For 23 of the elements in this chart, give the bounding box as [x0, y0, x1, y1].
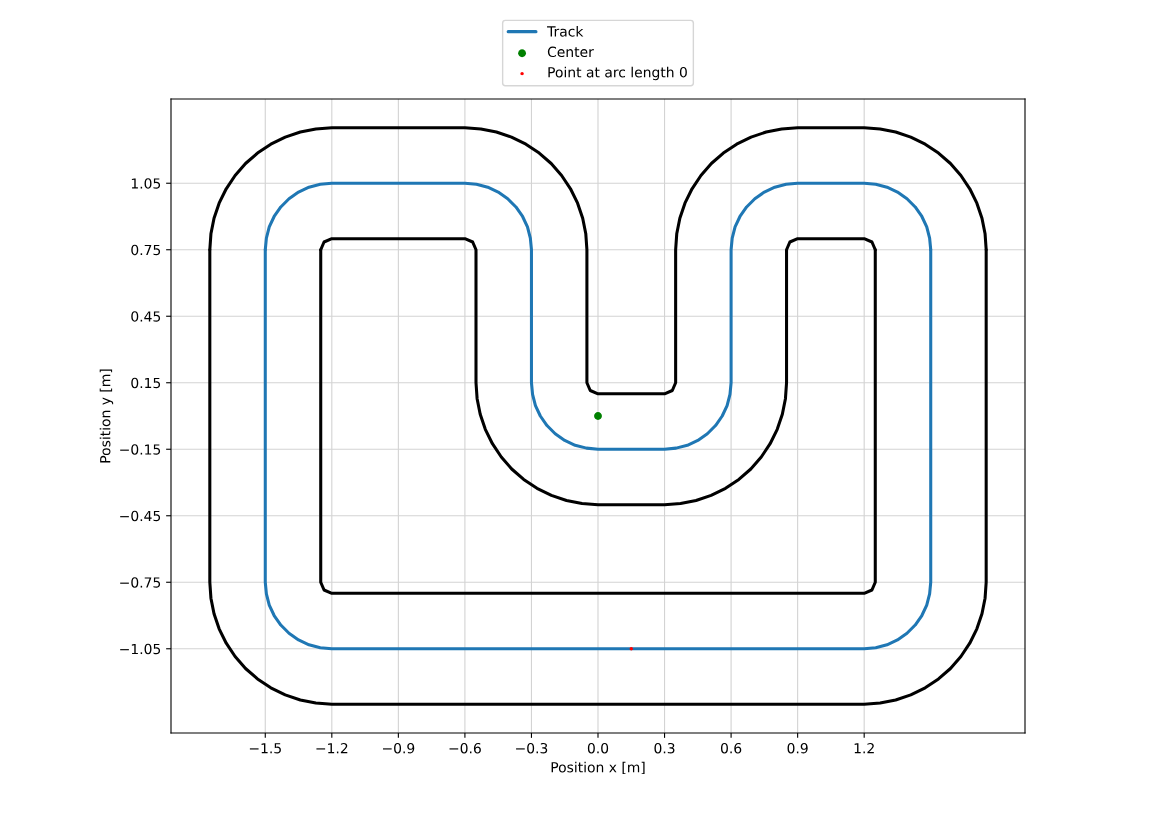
x-tick-label: 0.0	[587, 742, 609, 754]
y-tick-label: −0.75	[120, 577, 161, 588]
x-tick-label: −0.6	[449, 742, 481, 754]
x-tick-label: −0.9	[382, 742, 415, 754]
x-tick-label: 0.6	[720, 742, 742, 754]
x-tick-label: −1.2	[316, 742, 348, 754]
y-tick-label: 0.15	[131, 377, 161, 389]
y-tick-label: 1.05	[131, 178, 161, 189]
x-tick-label: 0.9	[787, 742, 808, 754]
legend-label: Center	[547, 46, 594, 58]
x-tick-label: 0.3	[654, 742, 675, 754]
x-tick-label: −0.3	[516, 742, 548, 754]
y-tick-label: −0.45	[120, 510, 161, 522]
x-tick-label: −1.5	[249, 743, 281, 754]
legend-label: Point at arc length 0	[548, 66, 687, 81]
y-tick-label: −0.15	[120, 444, 161, 455]
x-axis-title: Position x [m]	[551, 761, 645, 775]
y-tick-label: −1.05	[120, 643, 161, 655]
y-tick-label: 0.45	[131, 311, 161, 322]
y-tick-label: 0.75	[131, 244, 161, 256]
y-axis-title: Position y [m]	[99, 369, 114, 463]
x-tick-label: 1.2	[854, 742, 874, 754]
legend-label: Track	[547, 25, 584, 37]
